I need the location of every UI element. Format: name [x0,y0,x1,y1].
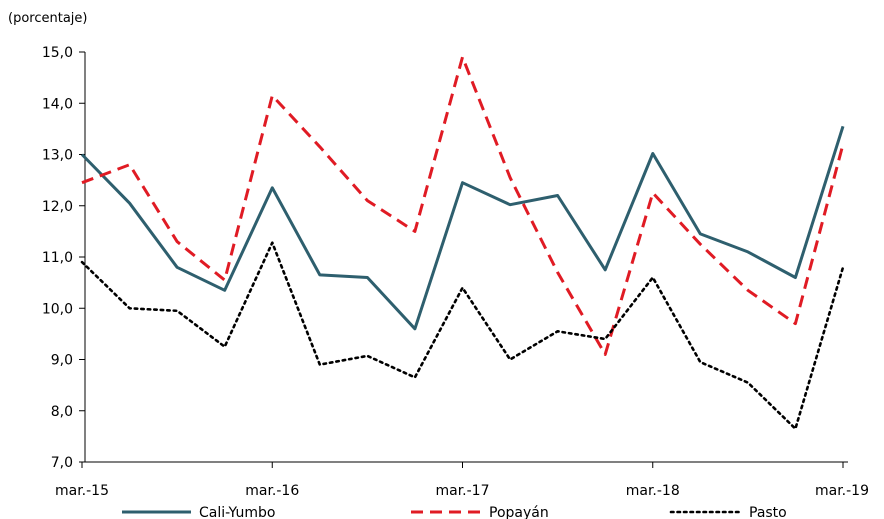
series-line-3 [80,241,845,431]
y-tick-label: 11,0 [42,250,73,266]
x-tick-label: mar.-19 [815,483,869,499]
series-line-1 [80,125,845,331]
series-line-2 [81,55,845,356]
legend-label-2: Popayán [489,505,549,519]
x-tick-label: mar.-18 [626,483,680,499]
y-tick-label: 12,0 [42,199,73,215]
y-tick-label: 7,0 [51,455,73,471]
y-tick-label: 14,0 [42,96,73,112]
legend: Cali-Yumbo Popayán Pasto [122,505,787,519]
y-tick-label: 13,0 [42,148,73,164]
x-tick-label: mar.-17 [435,483,489,499]
legend-label-1: Cali-Yumbo [199,505,275,519]
y-tick-label: 10,0 [42,301,73,317]
y-tick-label: 9,0 [51,353,73,369]
series-layer [80,55,845,431]
y-tick-label: 8,0 [51,404,73,420]
x-tick-label: mar.-16 [245,483,299,499]
y-tick-label: 15,0 [42,45,73,61]
unit-label: (porcentaje) [8,11,87,26]
legend-label-3: Pasto [749,505,787,519]
x-tick-label: mar.-15 [55,483,109,499]
axes: 7,0 8,0 9,0 10,0 11,0 12,0 13,0 14,0 15,0 mar.-15… [42,45,869,499]
